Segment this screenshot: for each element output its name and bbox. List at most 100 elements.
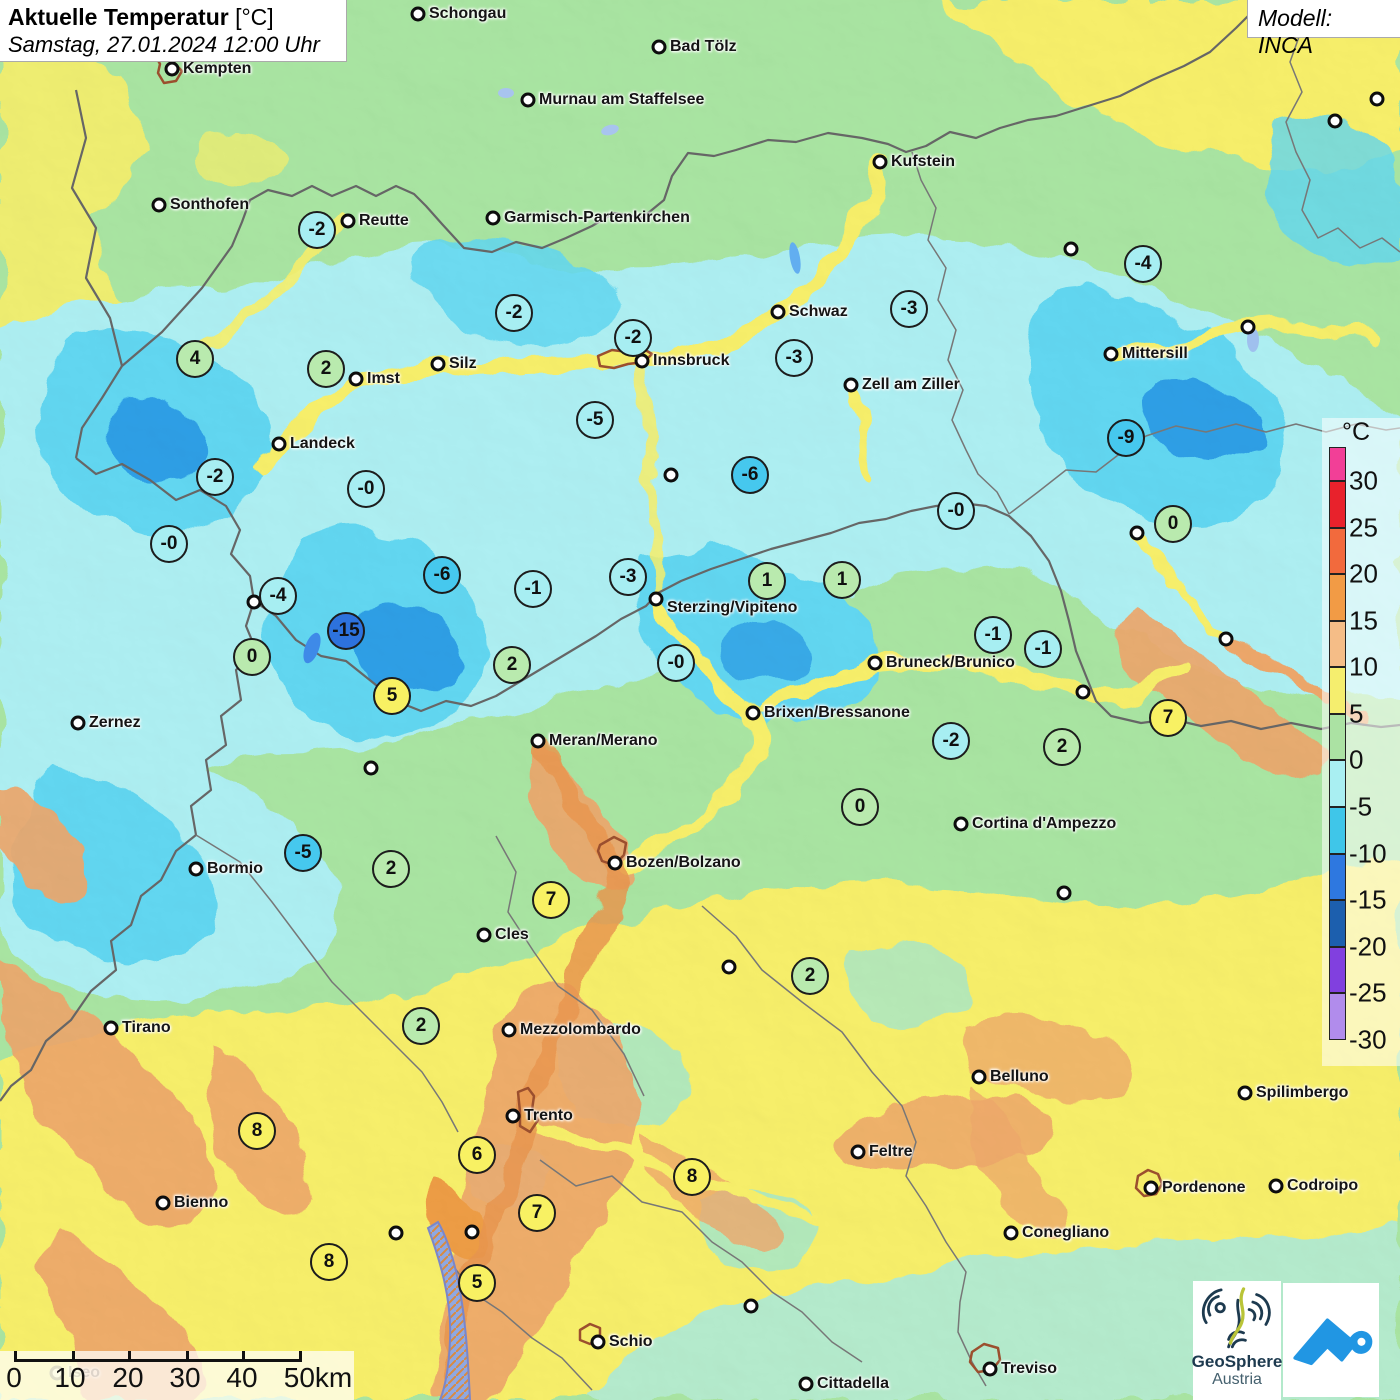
geosphere-logo-icon bbox=[1201, 1287, 1271, 1349]
city-label: Murnau am Staffelsee bbox=[539, 91, 705, 108]
city-label: Imst bbox=[367, 370, 400, 387]
colorbar-tick-label: -10 bbox=[1349, 838, 1387, 869]
temp-bubble: 4 bbox=[176, 340, 214, 378]
city-dot bbox=[743, 1298, 759, 1314]
colorbar-tick-label: 5 bbox=[1349, 698, 1364, 729]
temp-bubble: 0 bbox=[1154, 505, 1192, 543]
title-unit: [°C] bbox=[228, 4, 274, 30]
colorbar-segment bbox=[1329, 946, 1346, 994]
city-dot bbox=[1327, 113, 1343, 129]
temp-bubble: -4 bbox=[1124, 245, 1162, 283]
city-label: Conegliano bbox=[1022, 1224, 1110, 1241]
temp-bubble: -2 bbox=[614, 319, 652, 357]
city-dot bbox=[1237, 1085, 1253, 1101]
colorbar-tick-label: -30 bbox=[1349, 1024, 1387, 1055]
city-label: Zernez bbox=[89, 714, 141, 731]
temp-bubble: 7 bbox=[1149, 699, 1187, 737]
city-label: Treviso bbox=[1001, 1360, 1058, 1377]
temp-bubble: -3 bbox=[775, 339, 813, 377]
temp-bubble: -0 bbox=[657, 644, 695, 682]
temp-bubble: 1 bbox=[823, 561, 861, 599]
city-dot bbox=[430, 356, 446, 372]
city-dot bbox=[1218, 631, 1234, 647]
city-label: Schio bbox=[609, 1333, 653, 1350]
temp-bubble: -6 bbox=[423, 556, 461, 594]
colorbar-tick-label: -15 bbox=[1349, 884, 1387, 915]
colorbar-tick-label: 20 bbox=[1349, 558, 1378, 589]
colorbar-tick-label: 25 bbox=[1349, 512, 1378, 543]
geosphere-logo: GeoSphere Austria bbox=[1192, 1281, 1282, 1400]
city-label: Kempten bbox=[183, 60, 252, 77]
city-dot bbox=[721, 959, 737, 975]
temp-bubble: -2 bbox=[932, 722, 970, 760]
city-label: Brixen/Bressanone bbox=[764, 704, 910, 721]
city-label: Trento bbox=[524, 1107, 573, 1124]
temp-bubble: -3 bbox=[890, 290, 928, 328]
colorbar-segment bbox=[1329, 993, 1346, 1040]
temp-bubble: -2 bbox=[298, 211, 336, 249]
mountain-logo-icon bbox=[1293, 1318, 1373, 1366]
city-label: Meran/Merano bbox=[549, 732, 658, 749]
partner-logo bbox=[1283, 1283, 1379, 1397]
city-label: Kufstein bbox=[891, 153, 955, 170]
scalebar-tick bbox=[14, 1351, 17, 1360]
city-dot bbox=[505, 1108, 521, 1124]
city-dot bbox=[340, 213, 356, 229]
city-label: Reutte bbox=[359, 212, 409, 229]
city-label: Landeck bbox=[290, 435, 355, 452]
city-label: Innsbruck bbox=[653, 352, 730, 369]
colorbar-segment bbox=[1329, 853, 1346, 901]
city-dot bbox=[872, 154, 888, 170]
city-dot bbox=[798, 1376, 814, 1392]
colorbar-segment bbox=[1329, 527, 1346, 575]
city-label: Mezzolombardo bbox=[520, 1021, 641, 1038]
city-label: Sonthofen bbox=[170, 196, 250, 213]
city-label: Zell am Ziller bbox=[862, 376, 960, 393]
title-timestamp: Samstag, 27.01.2024 12:00 Uhr bbox=[8, 32, 320, 57]
colorbar-tick-label: -20 bbox=[1349, 931, 1387, 962]
city-dot bbox=[271, 436, 287, 452]
scalebar-label: 30 bbox=[169, 1362, 201, 1393]
city-dot bbox=[530, 733, 546, 749]
scalebar-tick bbox=[72, 1351, 75, 1360]
temperature-colorbar: °C 30 25 20 15 10 5 0 -5 -10 -15 -20 -25 -30 bbox=[1322, 418, 1400, 1066]
city-dot bbox=[663, 467, 679, 483]
temp-bubble: 2 bbox=[791, 957, 829, 995]
scalebar-label: 10 bbox=[54, 1362, 86, 1393]
city-dot bbox=[953, 816, 969, 832]
city-dot bbox=[1240, 319, 1256, 335]
colorbar-segment bbox=[1329, 447, 1346, 481]
colorbar-tick-label: 0 bbox=[1349, 744, 1364, 775]
city-label: Schwaz bbox=[789, 303, 848, 320]
city-label: Bienno bbox=[174, 1194, 229, 1211]
temp-bubble: -0 bbox=[937, 492, 975, 530]
temp-bubble: 2 bbox=[1043, 728, 1081, 766]
city-label: Silz bbox=[449, 355, 477, 372]
temp-bubble: 2 bbox=[493, 646, 531, 684]
colorbar-tick-label: 10 bbox=[1349, 651, 1378, 682]
city-dot bbox=[590, 1334, 606, 1350]
scalebar-tick bbox=[186, 1351, 189, 1360]
city-dot bbox=[770, 304, 786, 320]
city-dot bbox=[501, 1022, 517, 1038]
city-dot bbox=[1103, 346, 1119, 362]
page-title: Aktuelle Temperatur [°C] bbox=[8, 4, 274, 30]
city-label: Bozen/Bolzano bbox=[626, 854, 741, 871]
scalebar-tick bbox=[128, 1351, 131, 1360]
city-dot bbox=[1075, 684, 1091, 700]
city-dot bbox=[648, 591, 664, 607]
title-box: Aktuelle Temperatur [°C] Samstag, 27.01.… bbox=[0, 0, 347, 62]
city-dot bbox=[151, 197, 167, 213]
colorbar-segment bbox=[1329, 713, 1346, 761]
city-dot bbox=[1268, 1178, 1284, 1194]
city-dot bbox=[348, 371, 364, 387]
city-dot bbox=[155, 1195, 171, 1211]
colorbar-segment bbox=[1329, 900, 1346, 947]
colorbar-unit-label: °C bbox=[1342, 418, 1371, 446]
temp-bubble: -1 bbox=[1024, 630, 1062, 668]
city-label: Pordenone bbox=[1162, 1179, 1246, 1196]
temp-bubble: 2 bbox=[402, 1007, 440, 1045]
temp-bubble: 7 bbox=[518, 1194, 556, 1232]
